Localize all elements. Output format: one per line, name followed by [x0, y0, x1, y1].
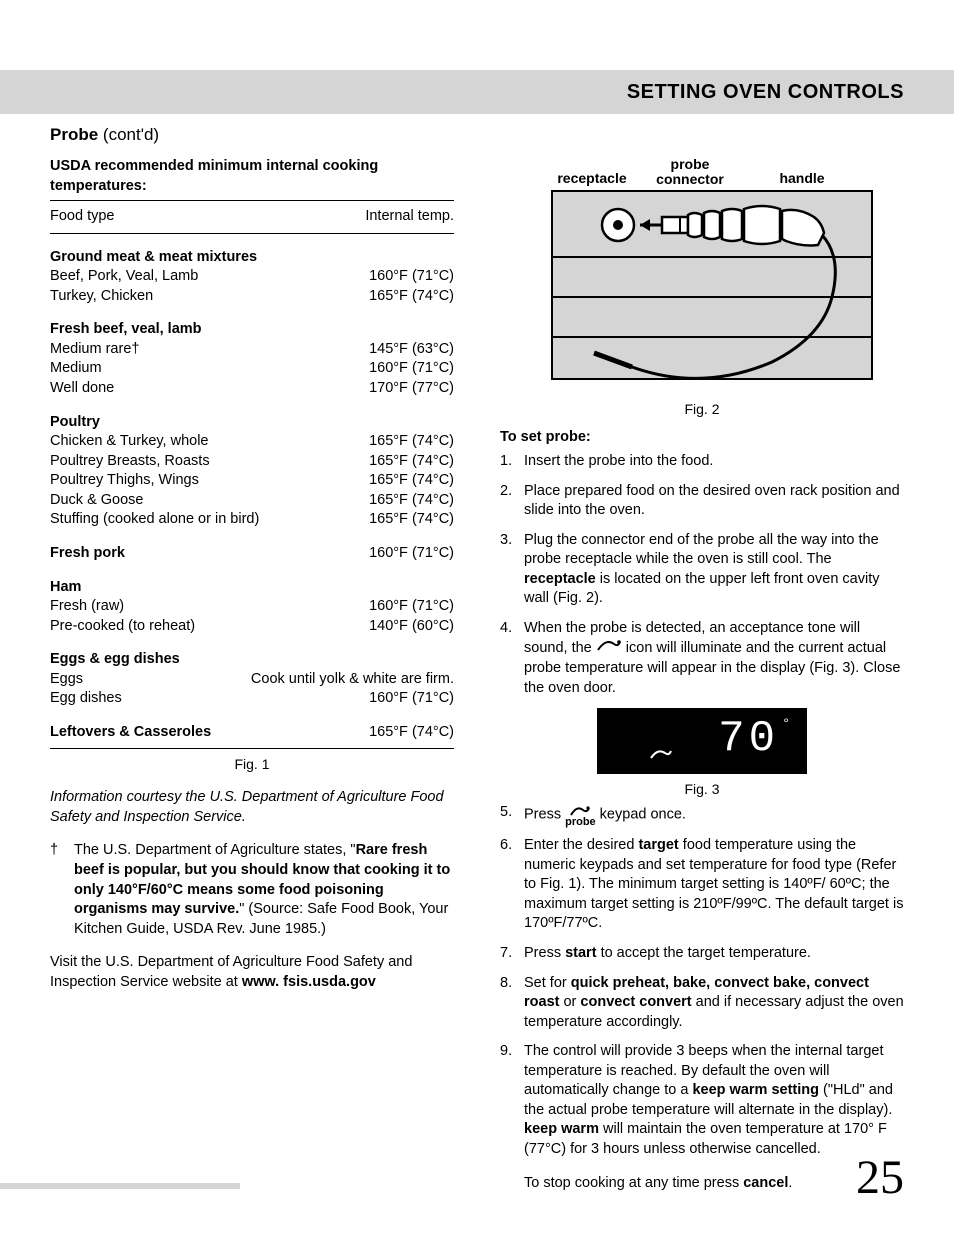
table-row: Chicken & Turkey, whole165°F (74°C) [50, 432, 454, 452]
label-connector2: connector [656, 171, 724, 187]
step-5: 5. Press probe keypad once. [500, 803, 904, 826]
fig2-caption: Fig. 2 [500, 400, 904, 419]
group-title: Fresh pork160°F (71°C) [50, 544, 454, 564]
steps-list: 1.Insert the probe into the food. 2.Plac… [500, 452, 904, 698]
step-9: 9. The control will provide 3 beeps when… [500, 1042, 904, 1193]
table-row: Fresh (raw)160°F (71°C) [50, 597, 454, 617]
table-row: Medium160°F (71°C) [50, 359, 454, 379]
table-row: Well done170°F (77°C) [50, 379, 454, 399]
visit-url: www. fsis.usda.gov [242, 974, 376, 990]
display-temperature: 70 [718, 710, 779, 769]
step-4: 4. When the probe is detected, an accept… [500, 619, 904, 698]
table-row: Beef, Pork, Veal, Lamb160°F (71°C) [50, 267, 454, 287]
temperature-groups: Ground meat & meat mixturesBeef, Pork, V… [50, 248, 454, 709]
leftovers-label: Leftovers & Casseroles [50, 723, 211, 743]
dagger-symbol: † [50, 841, 64, 939]
display-probe-icon [649, 746, 673, 767]
group-title: Ham [50, 578, 454, 598]
table-row: EggsCook until yolk & white are firm. [50, 670, 454, 690]
leftovers-row: Leftovers & Casseroles 165°F (74°C) [50, 723, 454, 750]
steps-list-2: 5. Press probe keypad once. 6. Enter the… [500, 803, 904, 1193]
fig2-diagram: receptacle probe connector handle [522, 157, 882, 394]
table-row: Duck & Goose165°F (74°C) [50, 491, 454, 511]
oven-display: 70 ° [597, 708, 807, 774]
step-2: 2.Place prepared food on the desired ove… [500, 482, 904, 521]
table-row: Pre-cooked (to reheat)140°F (60°C) [50, 617, 454, 637]
group-title: Eggs & egg dishes [50, 650, 454, 670]
header-bar: SETTING OVEN CONTROLS [0, 70, 954, 114]
left-column: USDA recommended minimum internal cookin… [50, 157, 454, 1203]
dagger-body: The U.S. Department of Agriculture state… [74, 841, 454, 939]
table-header: Food type Internal temp. [50, 207, 454, 227]
group-title: Ground meat & meat mixtures [50, 248, 454, 268]
table-row: Poultrey Thighs, Wings165°F (74°C) [50, 471, 454, 491]
col-temp: Internal temp. [365, 207, 454, 227]
start-key: start [565, 945, 596, 961]
step-3: 3. Plug the connector end of the probe a… [500, 531, 904, 609]
right-column: receptacle probe connector handle [500, 157, 904, 1203]
step-7: 7. Press start to accept the target temp… [500, 944, 904, 964]
usda-subhead: USDA recommended minimum internal cookin… [50, 157, 454, 201]
label-receptacle: receptacle [557, 170, 626, 186]
fig1-caption: Fig. 1 [50, 755, 454, 774]
step-8: 8. Set for quick preheat, bake, convect … [500, 974, 904, 1033]
dagger-note: † The U.S. Department of Agriculture sta… [50, 841, 454, 939]
dagger-pre: The U.S. Department of Agriculture state… [74, 842, 356, 858]
probe-keypad-icon: probe [565, 805, 596, 828]
header-title: SETTING OVEN CONTROLS [627, 79, 904, 106]
section-name: Probe [50, 125, 98, 144]
group-title: Fresh beef, veal, lamb [50, 320, 454, 340]
step-1: 1.Insert the probe into the food. [500, 452, 904, 472]
group-title: Poultry [50, 413, 454, 433]
leftovers-temp: 165°F (74°C) [369, 723, 454, 743]
table-row: Medium rare†145°F (63°C) [50, 340, 454, 360]
section-title: Probe (cont'd) [50, 124, 904, 147]
visit-text: Visit the U.S. Department of Agriculture… [50, 953, 454, 992]
footer-bar [0, 1183, 240, 1189]
fig3-caption: Fig. 3 [500, 780, 904, 799]
table-row: Turkey, Chicken165°F (74°C) [50, 287, 454, 307]
page-number: 25 [856, 1146, 904, 1211]
display-degree: ° [783, 714, 789, 733]
label-handle: handle [779, 170, 824, 186]
credit-text: Information courtesy the U.S. Department… [50, 788, 454, 827]
step-6: 6. Enter the desired target food tempera… [500, 836, 904, 934]
label-connector1: probe [671, 157, 710, 172]
probe-icon [596, 638, 622, 659]
col-food: Food type [50, 207, 365, 227]
set-probe-title: To set probe: [500, 428, 904, 448]
table-row: Stuffing (cooked alone or in bird)165°F … [50, 510, 454, 530]
table-row: Egg dishes160°F (71°C) [50, 689, 454, 709]
section-contd: (cont'd) [103, 125, 159, 144]
table-row: Poultrey Breasts, Roasts165°F (74°C) [50, 452, 454, 472]
